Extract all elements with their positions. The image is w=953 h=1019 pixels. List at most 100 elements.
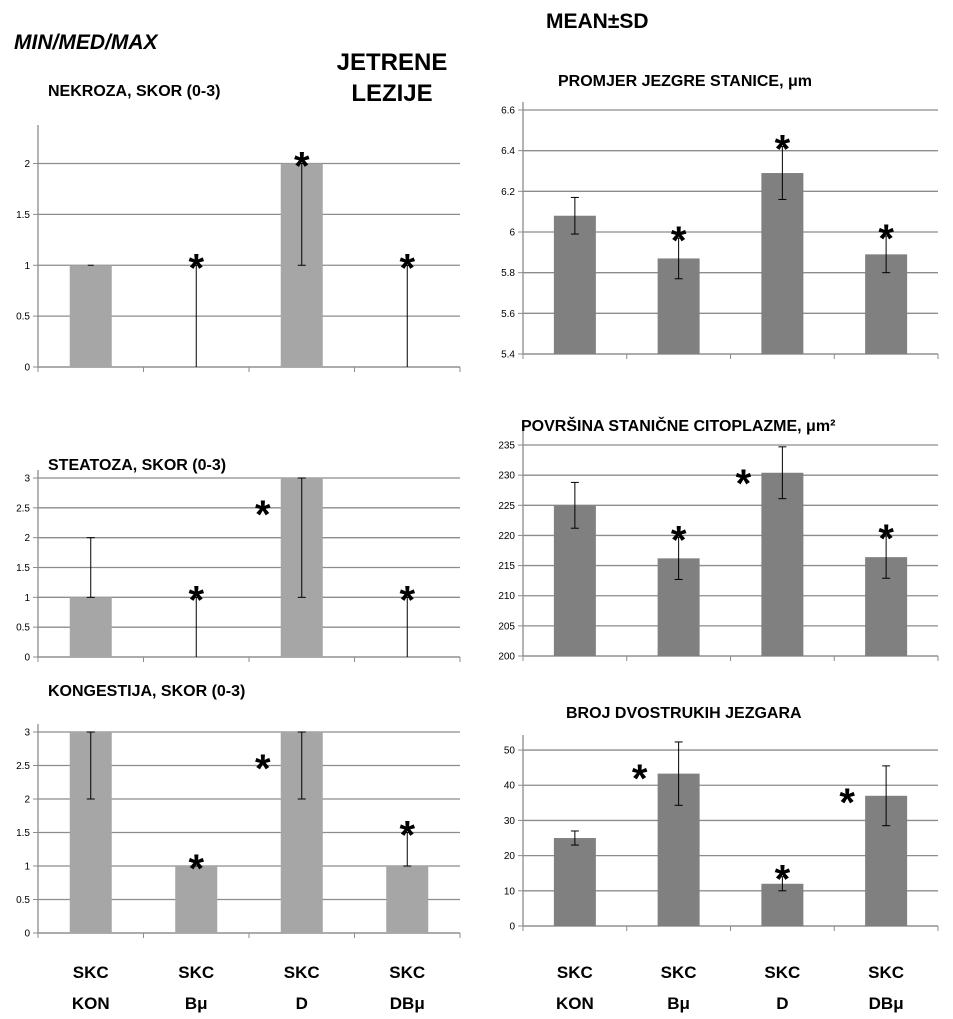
chart-panel-5: POVRŠINA STANIČNE CITOPLAZME, μm² 200 205 2… [498,416,939,663]
center-title-line2: LEZIJE [351,80,432,107]
y-tick-label: 5.4 [501,350,515,361]
y-tick-label: 1.5 [16,210,30,221]
chart-panels: NEKROZA, SKOR (0-3)00.511.52***STEATOZA,… [16,73,939,940]
y-tick-label: 0 [24,653,30,664]
y-tick-label: 0 [24,363,30,374]
y-tick-label: 5.6 [501,309,515,320]
y-tick-label: 3 [24,474,30,485]
y-tick-label: 2 [24,159,30,170]
center-title-line1: JETRENE [337,49,448,76]
y-tick-label: 210 [498,591,515,602]
y-tick-label: 215 [498,561,515,572]
y-tick-label: 1 [24,593,30,604]
y-tick-label: 2 [24,533,30,544]
group-label-line2: DBμ [869,994,904,1013]
bar-1 [69,597,112,657]
significance-star: * [632,757,648,801]
chart-panel-2: STEATOZA, SKOR (0-3) 0 0.5 1 1.5 2 2.5 3 * * * [16,457,461,664]
group-label-line2: DBμ [390,994,425,1013]
significance-star: * [671,518,687,562]
group-label-line1: SKC [557,963,593,982]
bar-1 [69,265,112,367]
group-label-line1: SKC [661,963,697,982]
significance-star: * [294,145,310,189]
y-tick-label: 2 [24,795,30,806]
right-header-label: MEAN±SD [546,10,649,33]
y-tick-label: 200 [498,652,515,663]
significance-star: * [671,219,687,263]
group-label-line1: SKC [764,963,800,982]
y-tick-label: 20 [504,851,516,862]
significance-star: * [878,517,894,561]
y-tick-label: 0.5 [16,312,30,323]
significance-star: * [188,246,204,290]
y-tick-label: 230 [498,471,515,482]
significance-star: * [399,578,415,622]
chart-title: PROMJER JEZGRE STANICE, μm [558,73,812,90]
bar-1 [553,838,596,926]
y-tick-label: 6.4 [501,146,515,157]
group-label-line2: KON [556,994,594,1013]
significance-star: * [188,578,204,622]
significance-star: * [255,747,271,791]
group-label-line2: D [776,994,788,1013]
y-tick-label: 225 [498,501,515,512]
y-tick-label: 1.5 [16,828,30,839]
group-label-line2: KON [72,994,110,1013]
y-tick-label: 30 [504,816,516,827]
y-tick-label: 1.5 [16,563,30,574]
significance-star: * [399,246,415,290]
bar-2 [175,866,218,933]
y-tick-label: 2.5 [16,761,30,772]
significance-star: * [188,847,204,891]
chart-title: POVRŠINA STANIČNE CITOPLAZME, μm² [521,416,835,435]
group-label-line1: SKC [389,963,425,982]
chart-panel-6: BROJ DVOSTRUKIH JEZGARA 0 10 20 30 40 50 * * * [504,705,939,933]
significance-star: * [255,493,271,537]
significance-star: * [399,814,415,858]
chart-title: NEKROZA, SKOR (0-3) [48,83,220,100]
y-tick-label: 2.5 [16,503,30,514]
y-tick-label: 1 [24,261,30,272]
group-labels: SKC KON SKC Bμ SKC D SKC DBμ SKC KON SKC Bμ SKC D SKC D… [72,963,904,1013]
y-tick-label: 220 [498,531,515,542]
group-label-line2: Bμ [185,994,208,1013]
bar-1 [553,215,596,354]
y-tick-label: 10 [504,886,516,897]
chart-title: STEATOZA, SKOR (0-3) [48,457,226,474]
significance-star: * [775,128,791,172]
chart-title: BROJ DVOSTRUKIH JEZGARA [566,705,802,722]
y-tick-label: 6.2 [501,187,515,198]
group-label-line1: SKC [284,963,320,982]
significance-star: * [736,462,752,506]
chart-panel-4: PROMJER JEZGRE STANICE, μm 5.4 5.6 5.8 6 6.2 6… [501,73,939,361]
bar-3 [761,173,804,354]
chart-title: KONGESTIJA, SKOR (0-3) [48,683,245,700]
group-label-line1: SKC [73,963,109,982]
y-tick-label: 6.6 [501,106,515,117]
y-tick-label: 1 [24,862,30,873]
significance-star: * [839,781,855,825]
chart-panel-3: KONGESTIJA, SKOR (0-3) 0 0.5 1 1.5 2 2.5 3 * * * [16,683,461,940]
y-tick-label: 235 [498,441,515,452]
bar-1 [553,505,596,656]
group-label-line1: SKC [178,963,214,982]
group-label-line2: D [296,994,308,1013]
y-tick-label: 0.5 [16,623,30,634]
y-tick-label: 205 [498,621,515,632]
significance-star: * [775,858,791,902]
chart-panel-1: NEKROZA, SKOR (0-3) 0 0.5 1 1.5 2 * * * [16,83,461,374]
bar-4 [386,866,429,933]
group-label-line2: Bμ [667,994,690,1013]
y-tick-label: 0 [24,929,30,940]
y-tick-label: 40 [504,781,516,792]
bar-3 [761,472,804,656]
y-tick-label: 6 [509,228,515,239]
significance-star: * [878,217,894,261]
y-tick-label: 5.8 [501,268,515,279]
y-tick-label: 0 [509,922,515,933]
y-tick-label: 0.5 [16,895,30,906]
left-header-label: MIN/MED/MAX [14,31,159,54]
group-label-line1: SKC [868,963,904,982]
